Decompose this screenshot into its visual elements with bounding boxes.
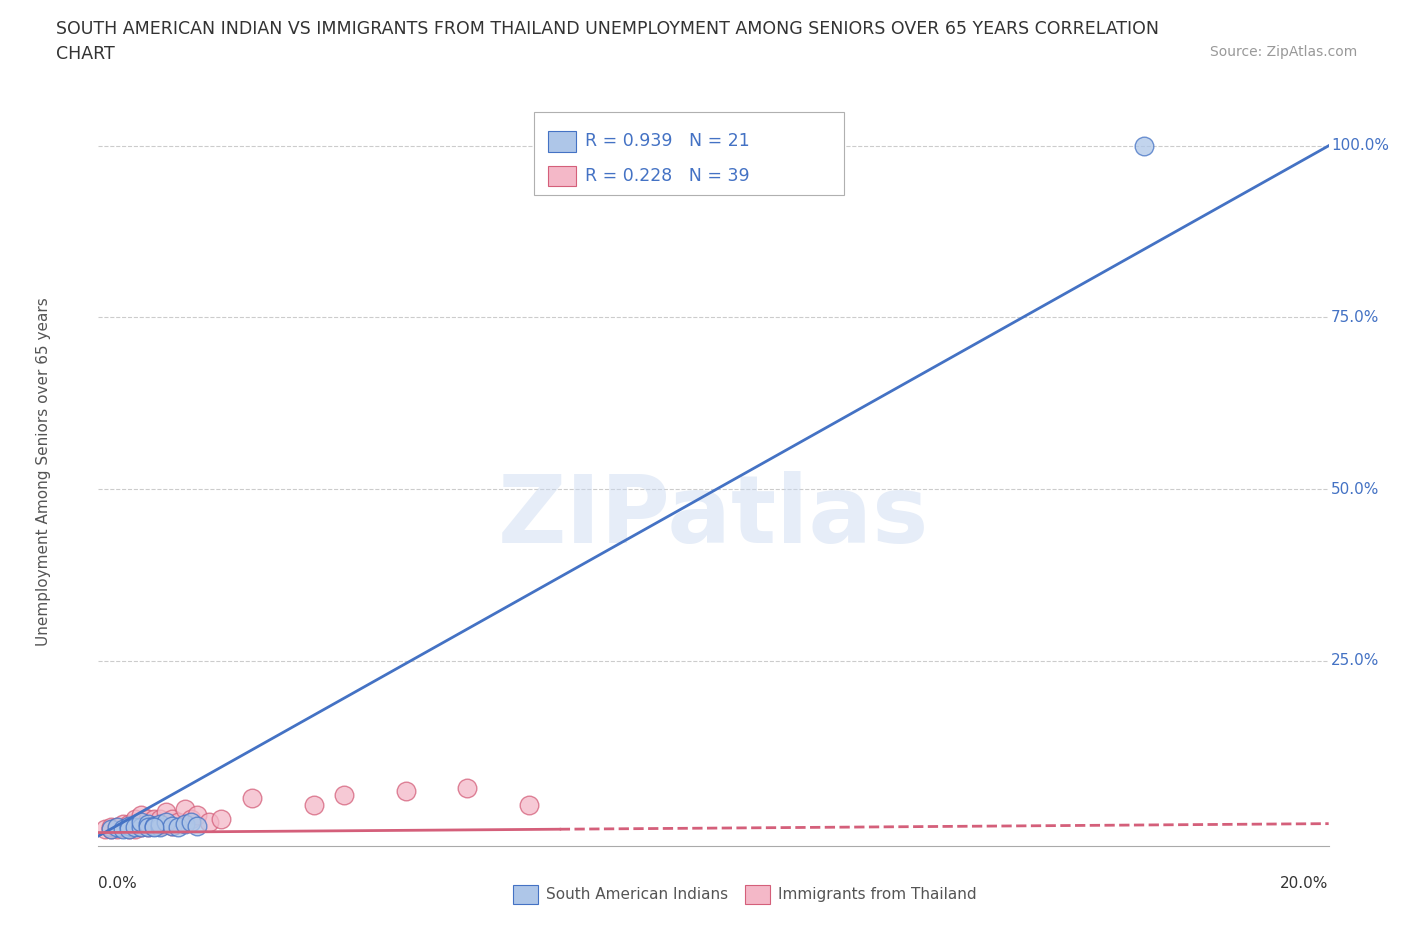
Text: 25.0%: 25.0% <box>1331 654 1379 669</box>
Point <box>149 811 172 826</box>
Text: 100.0%: 100.0% <box>1331 139 1389 153</box>
Point <box>112 822 135 837</box>
Point <box>173 817 195 831</box>
Point <box>155 815 177 830</box>
Text: 20.0%: 20.0% <box>1281 876 1329 891</box>
Point <box>131 819 153 834</box>
Point <box>136 819 159 834</box>
Point <box>93 822 115 837</box>
Point <box>142 818 165 833</box>
Text: Unemployment Among Seniors over 65 years: Unemployment Among Seniors over 65 years <box>35 298 51 646</box>
Point <box>149 819 172 834</box>
Point <box>105 819 128 834</box>
Point <box>142 819 165 834</box>
Point <box>302 798 325 813</box>
Point <box>105 822 128 837</box>
Point <box>124 822 146 837</box>
Point <box>100 819 122 834</box>
Point <box>131 819 153 834</box>
Point <box>162 818 183 833</box>
Point <box>112 819 135 834</box>
Point <box>136 811 159 826</box>
Point <box>131 815 153 830</box>
Text: ZIPatlas: ZIPatlas <box>498 471 929 563</box>
Text: R = 0.228   N = 39: R = 0.228 N = 39 <box>585 166 749 185</box>
Point <box>131 808 153 823</box>
Point <box>142 811 165 826</box>
Point <box>162 818 183 833</box>
Point <box>186 808 208 823</box>
Text: R = 0.939   N = 21: R = 0.939 N = 21 <box>585 132 749 151</box>
Point <box>395 784 418 799</box>
Point <box>118 822 141 837</box>
Point <box>100 822 122 837</box>
Point <box>124 819 146 834</box>
Point <box>118 817 141 831</box>
Point <box>124 818 146 833</box>
Point <box>118 818 141 833</box>
Point <box>155 817 177 831</box>
Point <box>112 817 135 831</box>
Point <box>167 815 190 830</box>
Point <box>136 819 159 834</box>
Point <box>124 811 146 826</box>
Point <box>1133 139 1156 153</box>
Text: 0.0%: 0.0% <box>98 876 138 891</box>
Point <box>173 801 195 816</box>
Point <box>155 804 177 819</box>
Point <box>240 790 263 805</box>
Text: SOUTH AMERICAN INDIAN VS IMMIGRANTS FROM THAILAND UNEMPLOYMENT AMONG SENIORS OVE: SOUTH AMERICAN INDIAN VS IMMIGRANTS FROM… <box>56 20 1159 38</box>
Point <box>118 818 141 833</box>
Point <box>149 817 172 831</box>
Point <box>136 817 159 831</box>
Text: Immigrants from Thailand: Immigrants from Thailand <box>778 887 976 902</box>
Text: Source: ZipAtlas.com: Source: ZipAtlas.com <box>1209 45 1357 59</box>
Point <box>136 815 159 830</box>
Point <box>100 822 122 837</box>
Point <box>517 798 540 813</box>
Point <box>456 780 478 795</box>
Point <box>180 815 202 830</box>
Point <box>149 818 172 833</box>
Text: South American Indians: South American Indians <box>546 887 728 902</box>
Point <box>167 819 190 834</box>
Text: 50.0%: 50.0% <box>1331 482 1379 497</box>
Point <box>131 815 153 830</box>
Point <box>162 811 183 826</box>
Text: 75.0%: 75.0% <box>1331 310 1379 325</box>
Point <box>211 811 233 826</box>
Point <box>198 815 221 830</box>
Point <box>142 818 165 833</box>
Text: CHART: CHART <box>56 45 115 62</box>
Point <box>180 811 202 826</box>
Point <box>186 818 208 833</box>
Point <box>333 788 356 803</box>
Point <box>118 822 141 837</box>
Point <box>105 819 128 834</box>
